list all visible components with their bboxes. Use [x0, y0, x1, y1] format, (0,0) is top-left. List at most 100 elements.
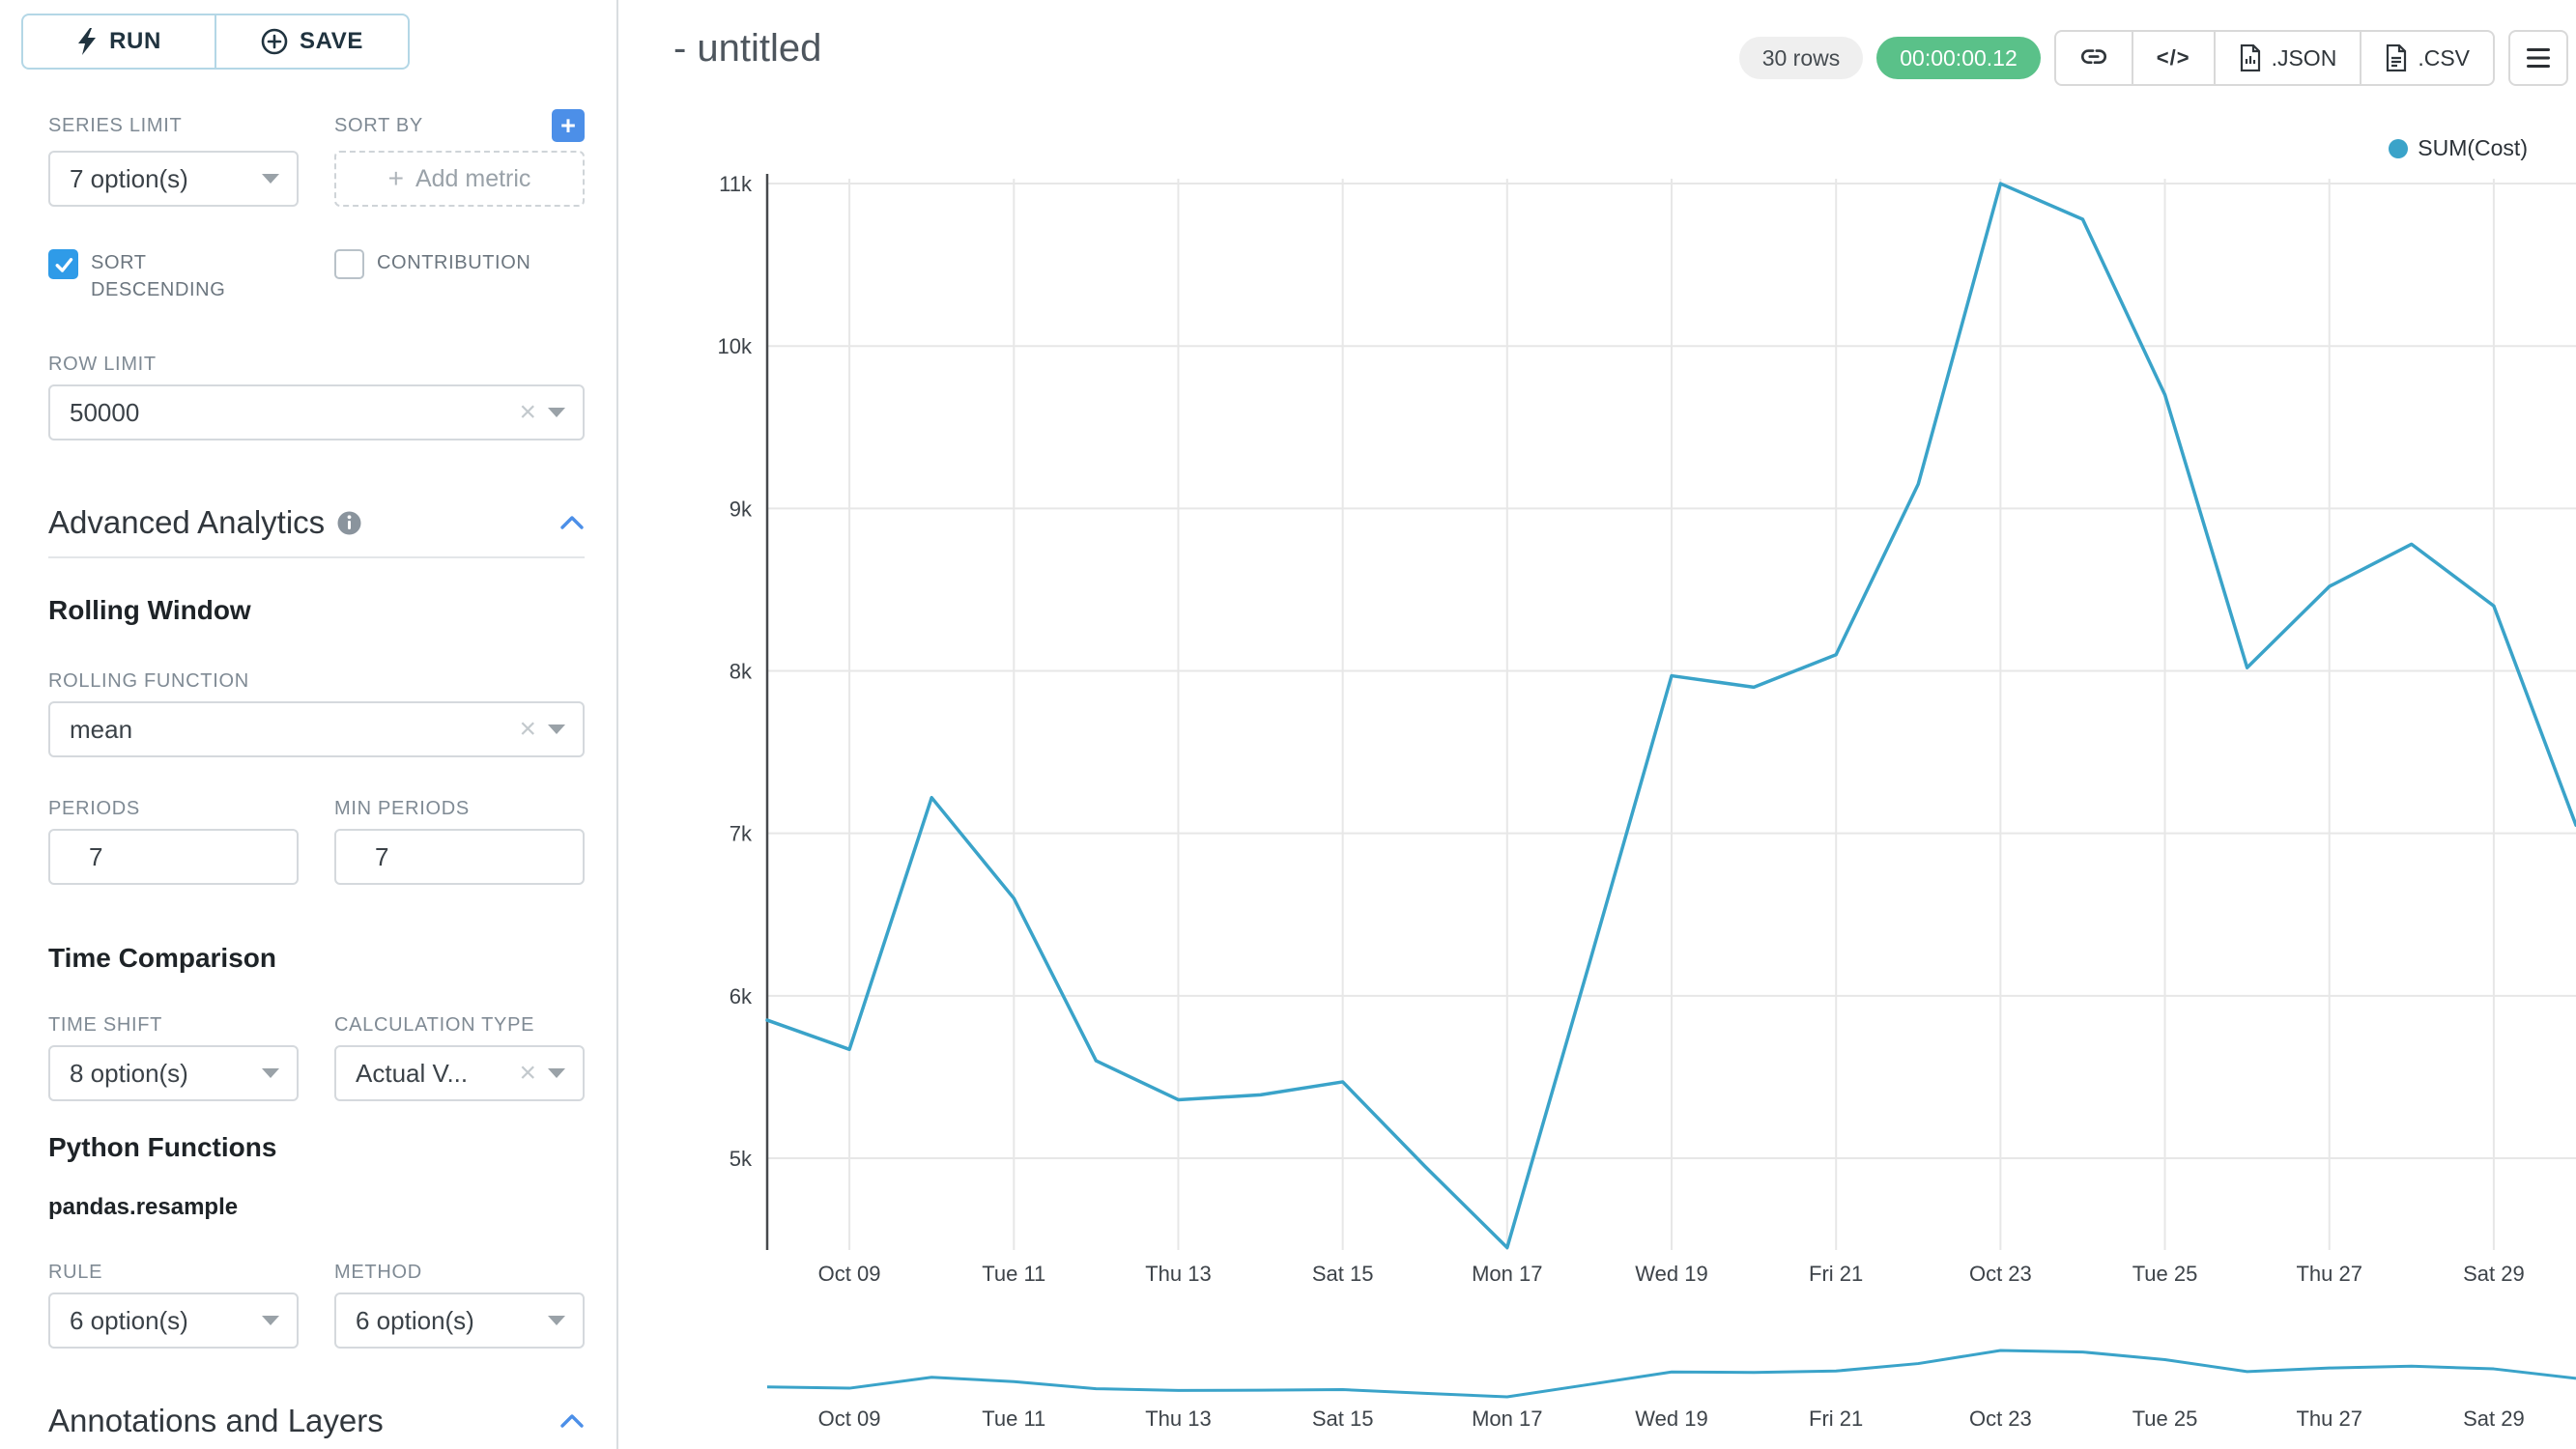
- x-tick-label: Sat 29: [2463, 1262, 2525, 1286]
- x-tick-label: Fri 21: [1809, 1262, 1863, 1286]
- time-comparison-title: Time Comparison: [48, 943, 276, 973]
- y-tick-label: 9k: [730, 497, 753, 521]
- preview-x-tick-label: Wed 19: [1635, 1406, 1707, 1431]
- caret-down-icon: [262, 1316, 279, 1325]
- time-shift-value: 8 option(s): [70, 1058, 188, 1088]
- chart-header-actions: 30 rows 00:00:00.12 </> .JSON .CSV: [1738, 29, 2568, 87]
- plus-circle-icon: [261, 28, 288, 55]
- save-button-label: SAVE: [300, 28, 363, 54]
- link-icon: [2080, 49, 2106, 64]
- row-limit-label: ROW LIMIT: [48, 354, 157, 375]
- preview-x-tick-label: Fri 21: [1809, 1406, 1863, 1431]
- periods-input[interactable]: [48, 829, 299, 885]
- preview-x-tick-label: Tue 25: [2132, 1406, 2198, 1431]
- x-tick-label: Tue 25: [2132, 1262, 2198, 1286]
- method-value: 6 option(s): [356, 1305, 474, 1335]
- y-tick-label: 6k: [730, 984, 753, 1009]
- calculation-type-select[interactable]: Actual V... ×: [334, 1045, 585, 1101]
- time-shift-select[interactable]: 8 option(s): [48, 1045, 299, 1101]
- x-tick-label: Thu 13: [1145, 1262, 1212, 1286]
- caret-down-icon: [262, 1068, 279, 1078]
- preview-x-tick-label: Sat 15: [1312, 1406, 1374, 1431]
- view-query-button[interactable]: </>: [2131, 32, 2214, 84]
- run-save-group: RUN SAVE: [21, 14, 616, 70]
- annotations-layers-header[interactable]: Annotations and Layers: [48, 1403, 585, 1439]
- min-periods-label: MIN PERIODS: [334, 798, 470, 819]
- contribution-checkbox[interactable]: CONTRIBUTION: [334, 249, 585, 279]
- run-button-label: RUN: [109, 28, 161, 54]
- hamburger-menu-icon: [2527, 48, 2550, 68]
- rolling-window-title: Rolling Window: [48, 595, 251, 625]
- download-csv-label: .CSV: [2418, 44, 2470, 71]
- checkbox-box: [334, 249, 364, 279]
- rule-value: 6 option(s): [70, 1305, 188, 1335]
- preview-x-tick-label: Mon 17: [1472, 1406, 1542, 1431]
- clear-icon[interactable]: ×: [519, 396, 536, 428]
- series-limit-value: 7 option(s): [70, 163, 188, 193]
- rolling-function-value: mean: [70, 714, 133, 744]
- y-tick-label: 8k: [730, 660, 753, 684]
- export-button-group: </> .JSON .CSV: [2053, 30, 2495, 86]
- code-icon: </>: [2156, 45, 2190, 70]
- clear-icon[interactable]: ×: [519, 1057, 536, 1089]
- preview-x-tick-label: Thu 13: [1145, 1406, 1212, 1431]
- chart-menu-button[interactable]: [2508, 30, 2568, 86]
- x-tick-label: Sat 15: [1312, 1262, 1374, 1286]
- chevron-up-icon[interactable]: [559, 1413, 585, 1429]
- calculation-type-label: CALCULATION TYPE: [334, 1014, 535, 1036]
- series-limit-label: SERIES LIMIT: [48, 115, 183, 136]
- download-json-button[interactable]: .JSON: [2213, 32, 2361, 84]
- file-csv-icon: [2387, 44, 2407, 71]
- caret-down-icon: [548, 1068, 565, 1078]
- row-limit-select[interactable]: 50000 ×: [48, 384, 585, 440]
- chevron-up-icon[interactable]: [559, 515, 585, 530]
- periods-label: PERIODS: [48, 798, 140, 819]
- plus-icon: +: [387, 163, 404, 193]
- advanced-analytics-header[interactable]: Advanced Analytics: [48, 504, 585, 558]
- preview-series-line: [766, 1349, 2576, 1399]
- annotations-layers-title: Annotations and Layers: [48, 1403, 384, 1438]
- checkbox-box: [48, 249, 78, 279]
- sort-descending-label: SORT DESCENDING: [91, 252, 226, 300]
- line-chart[interactable]: 5k 6k 7k 8k 9k 10k 11k Oct 09 Oct 09 Tue 11 Tue 11…: [618, 0, 2576, 1449]
- caret-down-icon: [548, 408, 565, 417]
- save-button[interactable]: SAVE: [215, 14, 410, 70]
- python-functions-title: Python Functions: [48, 1132, 277, 1162]
- y-tick-label: 5k: [730, 1147, 753, 1171]
- rule-select[interactable]: 6 option(s): [48, 1293, 299, 1349]
- pandas-resample-item[interactable]: pandas.resample: [48, 1194, 239, 1220]
- rule-label: RULE: [48, 1262, 103, 1283]
- preview-x-tick-label: Sat 29: [2463, 1406, 2525, 1431]
- download-csv-button[interactable]: .CSV: [2360, 32, 2493, 84]
- x-tick-label: Tue 11: [982, 1262, 1045, 1286]
- run-button[interactable]: RUN: [21, 14, 215, 70]
- chart-title: - untitled: [673, 27, 822, 70]
- advanced-analytics-title: Advanced Analytics: [48, 504, 326, 540]
- add-metric-button[interactable]: + Add metric: [334, 151, 585, 207]
- x-tick-label: Thu 27: [2296, 1262, 2362, 1286]
- series-line: [765, 182, 2576, 1250]
- caret-down-icon: [548, 724, 565, 734]
- time-shift-label: TIME SHIFT: [48, 1014, 163, 1036]
- download-json-label: .JSON: [2271, 44, 2337, 71]
- min-periods-input[interactable]: [334, 829, 585, 885]
- legend-label: SUM(Cost): [2418, 135, 2528, 160]
- series-limit-select[interactable]: 7 option(s): [48, 151, 299, 207]
- method-label: METHOD: [334, 1262, 422, 1283]
- sort-descending-checkbox[interactable]: SORT DESCENDING: [48, 249, 299, 303]
- info-icon: [337, 511, 361, 534]
- row-count-badge: 30 rows: [1738, 37, 1864, 79]
- x-tick-label: Oct 09: [818, 1262, 881, 1286]
- add-sort-button[interactable]: +: [552, 109, 585, 142]
- preview-x-tick-label: Thu 27: [2296, 1406, 2362, 1431]
- chart-legend[interactable]: SUM(Cost): [2389, 135, 2528, 161]
- clear-icon[interactable]: ×: [519, 713, 536, 745]
- caret-down-icon: [548, 1316, 565, 1325]
- preview-x-tick-label: Oct 23: [1969, 1406, 2032, 1431]
- lightning-icon: [78, 28, 97, 55]
- copy-link-button[interactable]: [2056, 32, 2132, 84]
- add-metric-label: Add metric: [415, 164, 531, 192]
- method-select[interactable]: 6 option(s): [334, 1293, 585, 1349]
- preview-x-tick-label: Tue 11: [982, 1406, 1045, 1431]
- rolling-function-select[interactable]: mean ×: [48, 701, 585, 757]
